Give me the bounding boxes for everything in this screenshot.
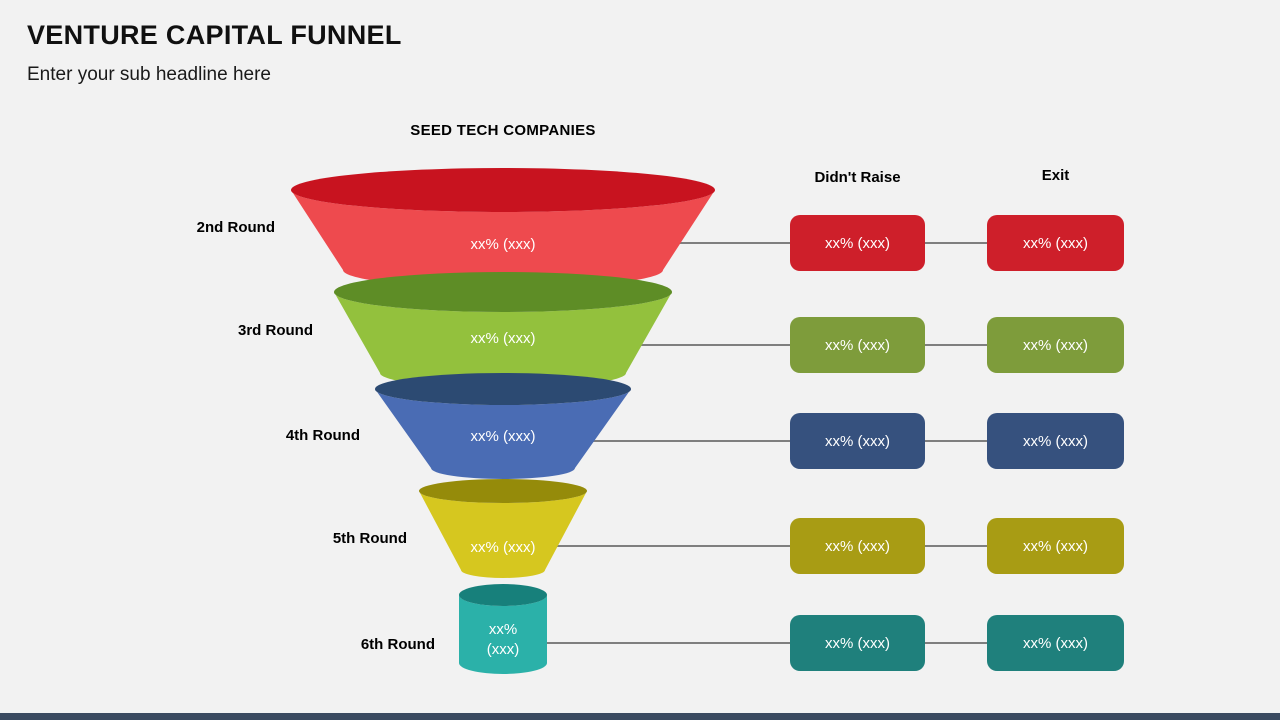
funnel-heading: SEED TECH COMPANIES	[410, 122, 596, 139]
funnel-value-row-1: xx% (xxx)	[470, 236, 536, 253]
exit-value-row-2: xx% (xxx)	[1023, 336, 1088, 354]
didnt-raise-box-row-5: xx% (xxx)	[790, 615, 925, 671]
exit-box-row-5: xx% (xxx)	[987, 615, 1124, 671]
didnt-raise-value-row-5: xx% (xxx)	[825, 634, 890, 652]
column-header-exit: Exit	[1041, 167, 1070, 184]
didnt-raise-value-row-3: xx% (xxx)	[825, 432, 890, 450]
funnel-tier-3-body	[375, 389, 631, 479]
didnt-raise-box-row-3: xx% (xxx)	[790, 413, 925, 469]
didnt-raise-box-row-4: xx% (xxx)	[790, 518, 925, 574]
exit-value-row-1: xx% (xxx)	[1023, 234, 1088, 252]
exit-value-row-5: xx% (xxx)	[1023, 634, 1088, 652]
stage-label-5th-round: 5th Round	[332, 530, 407, 547]
footer-accent-bar	[0, 713, 1280, 720]
didnt-raise-box-row-1: xx% (xxx)	[790, 215, 925, 271]
exit-box-row-4: xx% (xxx)	[987, 518, 1124, 574]
funnel-value-row-4: xx% (xxx)	[470, 539, 536, 556]
didnt-raise-value-row-1: xx% (xxx)	[825, 234, 890, 252]
funnel-tier-5-rim	[459, 584, 547, 606]
page-subtitle: Enter your sub headline here	[27, 64, 271, 85]
exit-box-row-3: xx% (xxx)	[987, 413, 1124, 469]
exit-value-row-3: xx% (xxx)	[1023, 432, 1088, 450]
stage-label-4th-round: 4th Round	[285, 427, 360, 444]
funnel-tier-4-rim	[419, 479, 587, 503]
column-header-didnt-raise: Didn't Raise	[814, 169, 901, 186]
funnel-tier-2-body	[334, 292, 672, 388]
exit-value-row-4: xx% (xxx)	[1023, 537, 1088, 555]
funnel-tier-3-rim	[375, 373, 631, 405]
didnt-raise-value-row-4: xx% (xxx)	[825, 537, 890, 555]
stage-label-3rd-round: 3rd Round	[238, 322, 313, 339]
didnt-raise-box-row-2: xx% (xxx)	[790, 317, 925, 373]
funnel-tier-1-rim	[291, 168, 715, 212]
funnel-value-row-5: xx% (xxx)	[486, 621, 520, 658]
stage-label-2nd-round: 2nd Round	[196, 219, 275, 236]
exit-box-row-2: xx% (xxx)	[987, 317, 1124, 373]
funnel-tier-2-rim	[334, 272, 672, 312]
exit-box-row-1: xx% (xxx)	[987, 215, 1124, 271]
funnel-tier-5-body	[459, 595, 547, 674]
didnt-raise-value-row-2: xx% (xxx)	[825, 336, 890, 354]
stage-label-6th-round: 6th Round	[360, 636, 435, 653]
funnel-tier-1-body	[291, 190, 715, 288]
funnel-tier-4-body	[419, 491, 587, 578]
page-title: VENTURE CAPITAL FUNNEL	[27, 20, 402, 50]
funnel-value-row-2: xx% (xxx)	[470, 330, 536, 347]
funnel-value-row-3: xx% (xxx)	[470, 428, 536, 445]
